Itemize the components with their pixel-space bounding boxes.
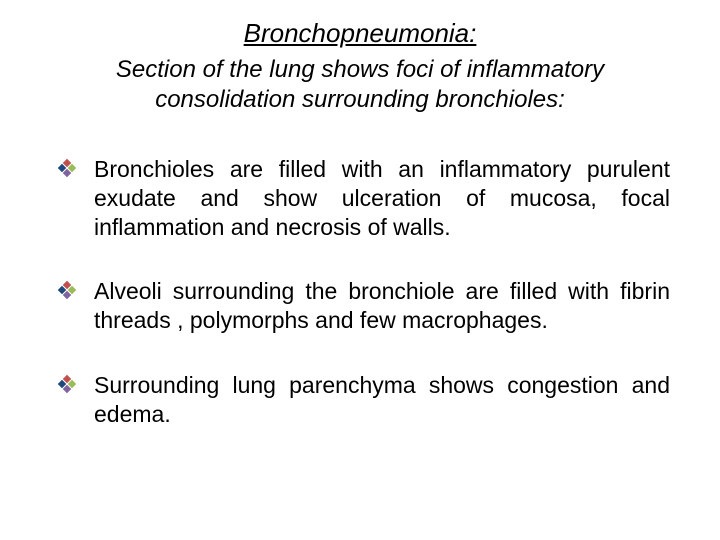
slide-title: Bronchopneumonia: [40, 18, 680, 49]
four-diamond-icon [60, 161, 74, 175]
list-item: Alveoli surrounding the bronchiole are f… [60, 277, 670, 335]
four-diamond-icon [60, 377, 74, 391]
bullet-list: Bronchioles are filled with an inflammat… [60, 155, 670, 428]
four-diamond-icon [60, 283, 74, 297]
list-item: Surrounding lung parenchyma shows conges… [60, 371, 670, 429]
slide-subtitle: Section of the lung shows foci of inflam… [70, 55, 650, 115]
slide: Bronchopneumonia: Section of the lung sh… [0, 0, 720, 540]
list-item: Bronchioles are filled with an inflammat… [60, 155, 670, 241]
bullet-text: Surrounding lung parenchyma shows conges… [94, 372, 670, 427]
bullet-text: Bronchioles are filled with an inflammat… [94, 156, 670, 240]
bullet-text: Alveoli surrounding the bronchiole are f… [94, 278, 670, 333]
